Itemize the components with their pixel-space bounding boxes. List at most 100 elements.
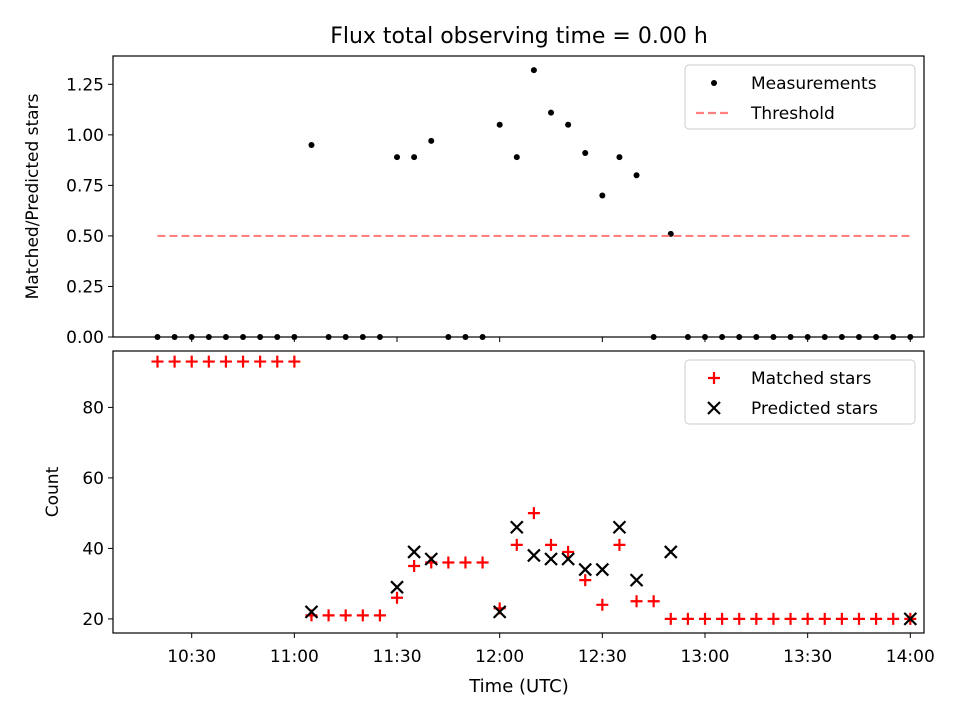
measurement-point — [428, 137, 435, 144]
predicted-star-point — [304, 605, 319, 619]
matched-star-point — [613, 538, 626, 551]
measurement-point — [513, 154, 520, 161]
predicted-star-point — [424, 552, 439, 566]
matched-star-point — [151, 355, 164, 368]
measurement-point — [496, 121, 503, 128]
measurement-point — [274, 334, 281, 340]
predicted-star-point — [527, 548, 541, 563]
x-tick-label: 11:30 — [373, 647, 422, 667]
measurement-point — [154, 334, 161, 340]
measurement-point — [342, 334, 349, 340]
measurement-point — [205, 334, 212, 340]
measurement-point — [445, 334, 452, 340]
matched-star-point — [596, 598, 609, 611]
y-tick-label: 1.00 — [66, 126, 104, 146]
x-tick-label: 10:30 — [167, 647, 216, 667]
measurement-point — [291, 334, 298, 340]
predicted-star-point — [595, 562, 610, 577]
y-tick-label: 60 — [82, 469, 104, 489]
matched-star-point — [185, 355, 198, 368]
predicted-star-point — [407, 545, 421, 559]
measurement-point — [787, 334, 794, 340]
y-tick-label: 0.75 — [66, 176, 104, 196]
measurement-ratio-panel: 0.00 0.25 0.50 0.75 1.00 1.25 Matched/Predicte… — [23, 55, 925, 348]
measurement-point — [582, 150, 589, 157]
y-tick-label: 0.25 — [66, 277, 104, 297]
legend-label: Threshold — [750, 104, 835, 124]
measurement-point — [736, 334, 743, 340]
matched-star-point — [271, 355, 284, 368]
x-tick-label: 11:00 — [270, 647, 319, 667]
predicted-star-point — [510, 520, 524, 535]
measurement-point — [701, 334, 708, 340]
y-tick-label: 0.50 — [66, 227, 104, 247]
matched-star-point — [322, 609, 335, 622]
matched-star-point — [527, 507, 540, 520]
axes-frame — [112, 55, 925, 338]
measurement-point — [838, 334, 845, 340]
legend-label: Measurements — [751, 74, 877, 94]
legend-box — [684, 64, 916, 130]
measurement-point — [804, 334, 811, 340]
predicted-star-point — [544, 552, 558, 566]
matched-star-point — [339, 609, 352, 622]
y-axis-label: Matched/Predicted stars — [23, 93, 43, 299]
measurement-point — [650, 334, 657, 340]
matched-star-point — [733, 612, 746, 625]
matched-star-point — [459, 556, 472, 569]
measurement-point — [257, 334, 264, 340]
matched-star-point — [237, 355, 250, 368]
measurement-point — [753, 334, 760, 340]
measurement-point — [821, 334, 828, 340]
axes-frame — [112, 350, 925, 634]
measurement-point — [462, 334, 469, 340]
x-tick-label: 14:00 — [886, 647, 935, 667]
matched-star-point — [562, 545, 575, 558]
matched-star-point — [750, 612, 763, 625]
x-tick-label: 12:00 — [475, 647, 524, 667]
matched-star-point — [219, 355, 232, 368]
measurement-point — [770, 334, 777, 340]
measurement-point — [873, 334, 880, 340]
x-tick-label: 13:00 — [680, 647, 729, 667]
legend-measurement-swatch — [711, 80, 717, 86]
predicted-star-point — [492, 605, 507, 619]
measurement-point — [240, 334, 247, 340]
matched-star-point — [373, 609, 386, 622]
matched-star-point — [510, 538, 523, 551]
matched-star-point — [818, 612, 831, 625]
measurement-point — [633, 172, 640, 179]
matched-star-point — [168, 355, 181, 368]
matched-star-point — [698, 612, 711, 625]
star-count-panel: 20 40 60 80 10:30 11:00 11:30 12:00 12:30 13:00 13… — [43, 350, 935, 667]
matched-star-point — [767, 612, 780, 625]
measurement-point — [308, 141, 315, 148]
measurement-point — [188, 334, 195, 340]
matched-star-point — [391, 591, 404, 604]
measurement-point — [719, 334, 726, 340]
legend-label: Predicted stars — [751, 399, 878, 419]
y-tick-label: 80 — [82, 398, 104, 418]
matched-star-point — [254, 355, 267, 368]
measurement-point — [376, 334, 383, 340]
legend-matched-swatch — [708, 372, 720, 384]
matched-star-point — [476, 556, 489, 569]
x-tick-label: 13:30 — [783, 647, 832, 667]
matched-star-point — [835, 612, 848, 625]
measurement-point — [394, 154, 401, 161]
measurement-point — [530, 67, 537, 74]
measurement-point — [684, 334, 691, 340]
matched-star-point — [356, 609, 369, 622]
predicted-star-point — [629, 573, 644, 587]
matched-star-point — [852, 612, 865, 625]
measurement-point — [855, 334, 862, 340]
matched-star-point — [664, 612, 677, 625]
matched-star-point — [408, 560, 421, 573]
x-axis-label: Time (UTC) — [468, 676, 569, 697]
matched-star-point — [630, 595, 643, 608]
y-tick-label: 0.00 — [66, 328, 104, 348]
matched-star-point — [716, 612, 729, 625]
matched-star-point — [870, 612, 883, 625]
matched-star-point — [545, 538, 558, 551]
